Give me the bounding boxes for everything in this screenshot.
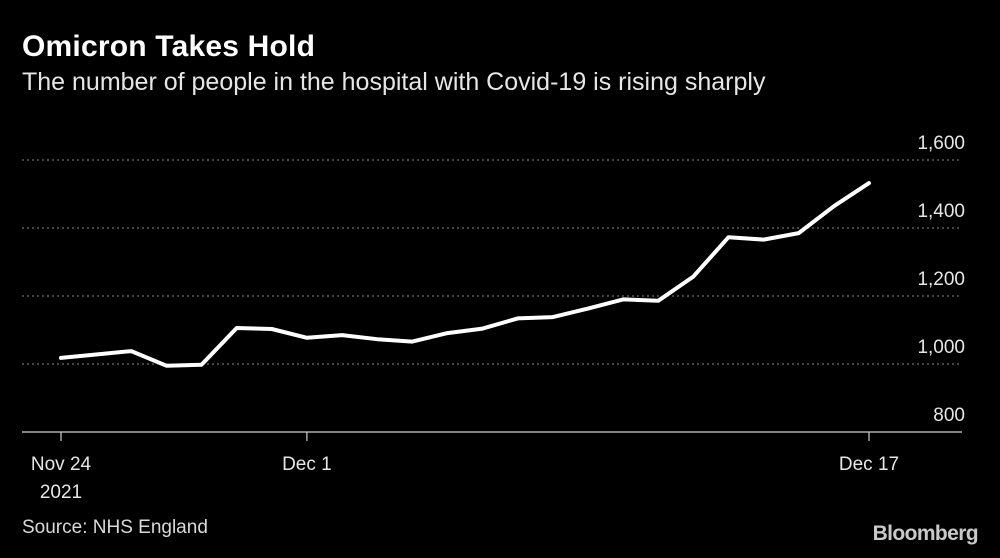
- data-point-nov-25: [94, 352, 98, 356]
- data-point-dec-11: [656, 299, 660, 303]
- chart-title: Omicron Takes Hold: [22, 30, 316, 63]
- data-point-nov-29: [235, 326, 239, 330]
- bloomberg-logo: Bloomberg: [872, 522, 979, 545]
- data-point-dec-7: [516, 316, 520, 320]
- data-point-dec-6: [481, 327, 485, 331]
- data-point-dec-4: [410, 340, 414, 344]
- data-point-nov-28: [200, 363, 204, 367]
- data-point-dec-5: [445, 331, 449, 335]
- data-point-dec-10: [621, 297, 625, 301]
- x-tick-label-1: Dec 1: [282, 454, 332, 475]
- x-tick-sublabel-0: 2021: [40, 482, 82, 503]
- data-point-dec-8: [551, 315, 555, 319]
- data-point-nov-27: [164, 364, 168, 368]
- chart-subtitle: The number of people in the hospital wit…: [22, 68, 766, 96]
- data-point-dec-13: [726, 235, 730, 239]
- data-point-nov-24: [59, 356, 63, 360]
- y-tick-label-1400: 1,400: [917, 201, 965, 222]
- source-note: Source: NHS England: [22, 517, 208, 538]
- data-point-dec-17: [867, 181, 871, 185]
- data-point-nov-26: [129, 349, 133, 353]
- data-point-dec-14: [762, 238, 766, 242]
- data-point-dec-9: [586, 307, 590, 311]
- y-tick-label-1200: 1,200: [917, 269, 965, 290]
- data-point-dec-12: [691, 275, 695, 279]
- x-tick-label-2: Dec 17: [839, 454, 899, 475]
- data-point-dec-15: [797, 231, 801, 235]
- x-tick-label-0: Nov 24: [31, 454, 92, 475]
- data-point-nov-30: [270, 327, 274, 331]
- y-tick-label-800: 800: [933, 405, 965, 426]
- data-point-dec-2: [340, 333, 344, 337]
- line-chart: 800 1,000 1,200 1,400 1,600 Nov 24 2021 Dec 1 De…: [22, 133, 965, 503]
- y-tick-label-1600: 1,600: [917, 133, 965, 154]
- data-point-dec-1: [305, 336, 309, 340]
- series-line-0: [59, 181, 871, 368]
- data-point-dec-16: [832, 204, 836, 208]
- y-tick-label-1000: 1,000: [917, 337, 965, 358]
- data-point-dec-3: [375, 337, 379, 341]
